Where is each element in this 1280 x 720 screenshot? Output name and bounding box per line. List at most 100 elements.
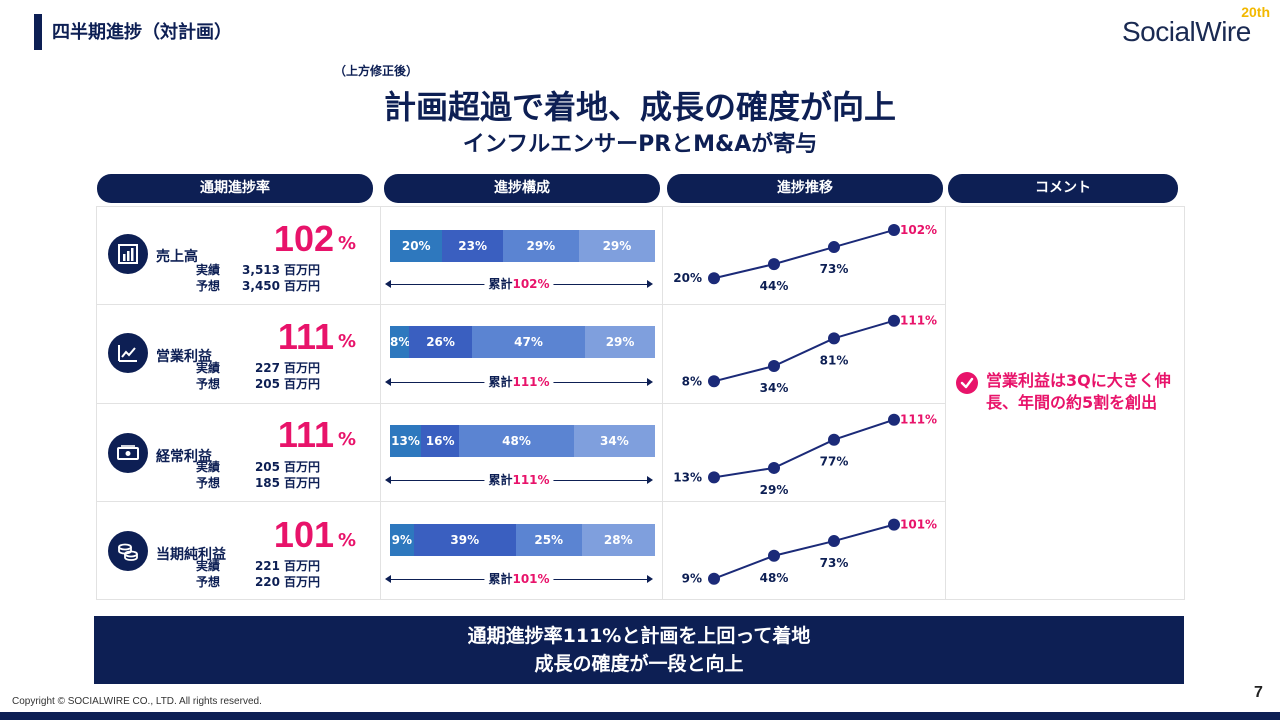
progress-rate-value: 102	[273, 218, 334, 259]
cumulative-indicator: 累計102%	[385, 276, 653, 292]
line-chart-icon	[108, 333, 148, 373]
stacked-segment: 26%	[409, 326, 472, 358]
trend-point	[828, 535, 840, 548]
progress-rate-unit: %	[338, 331, 357, 352]
column-header-comment: コメント	[948, 174, 1178, 203]
progress-rate-unit: %	[338, 233, 357, 254]
column-header-trend: 進捗推移	[667, 174, 943, 203]
trend-label: 48%	[760, 571, 789, 585]
stacked-segment: 25%	[515, 524, 582, 556]
stacked-segment: 29%	[578, 230, 655, 262]
trend-label: 73%	[820, 556, 849, 570]
amount-unit: 百万円	[284, 361, 321, 375]
forecast-line: 予想 220 百万円	[196, 573, 356, 590]
row-label: 当期純利益	[156, 547, 226, 563]
trend-label: 102%	[900, 223, 937, 237]
trend-label: 111%	[900, 413, 937, 427]
stacked-segment: 28%	[581, 524, 655, 556]
summary-banner: 通期進捗率111%と計画を上回って着地 成長の確度が一段と向上	[94, 616, 1184, 684]
stacked-bar: 8% 26% 47% 29%	[390, 326, 655, 358]
trend-point	[888, 224, 900, 236]
trend-point	[708, 272, 720, 285]
trend-label: 81%	[820, 353, 849, 367]
trend-label: 44%	[760, 279, 789, 293]
actual-value: 3,513	[242, 263, 280, 277]
stacked-segment: 48%	[459, 425, 574, 457]
trend-point	[768, 461, 780, 474]
amount-unit: 百万円	[284, 460, 321, 474]
stacked-segment: 23%	[442, 230, 503, 262]
trend-point	[828, 433, 840, 446]
grid-divider	[96, 403, 946, 404]
headline-note: （上方修正後）	[334, 64, 419, 78]
stacked-segment: 29%	[502, 230, 579, 262]
forecast-value: 205	[254, 377, 280, 391]
trend-line-chart: 13% 29% 77% 111%	[673, 413, 937, 497]
stacked-bar: 20% 23% 29% 29%	[390, 230, 655, 262]
forecast-line: 予想 185 百万円	[196, 474, 356, 491]
forecast-label: 予想	[196, 476, 221, 490]
footer-bar	[0, 712, 1280, 720]
trend-line	[713, 319, 895, 383]
actual-line: 実績 205 百万円	[196, 458, 356, 475]
trend-line	[713, 523, 895, 580]
money-icon	[108, 433, 148, 473]
grid-divider	[96, 501, 946, 502]
stacked-bar: 9% 39% 25% 28%	[390, 524, 655, 556]
actual-label: 実績	[196, 460, 221, 474]
forecast-label: 予想	[196, 575, 221, 589]
cumulative-indicator: 累計111%	[385, 374, 653, 390]
grid-divider	[96, 304, 946, 305]
trend-point	[768, 549, 780, 562]
actual-label: 実績	[196, 263, 221, 277]
forecast-value: 185	[254, 476, 280, 490]
column-header-composition: 進捗構成	[384, 174, 660, 203]
stacked-segment: 29%	[585, 326, 655, 358]
comment-text: 営業利益は3Qに大きく伸長、年間の約5割を創出	[986, 371, 1171, 412]
forecast-label: 予想	[196, 377, 221, 391]
actual-label: 実績	[196, 361, 221, 375]
trend-label: 34%	[760, 381, 789, 395]
actual-value: 227	[254, 361, 280, 375]
actual-line: 実績 3,513 百万円	[196, 261, 356, 278]
amount-unit: 百万円	[284, 377, 321, 391]
headline-title: 計画超過で着地、成長の確度が向上	[383, 88, 896, 126]
check-circle-icon	[956, 372, 978, 394]
cumulative-label: 累計102%	[484, 276, 554, 292]
progress-rate-value: 111	[277, 414, 334, 455]
logo-anniversary-badge: 20th	[1241, 4, 1270, 20]
stacked-segment: 47%	[471, 326, 586, 358]
trend-label: 9%	[682, 572, 702, 586]
stacked-segment: 39%	[413, 524, 516, 556]
coins-icon	[108, 531, 148, 571]
trend-label: 29%	[760, 483, 789, 497]
amount-unit: 百万円	[284, 263, 321, 277]
trend-point	[708, 471, 720, 484]
row-label: 経常利益	[156, 449, 212, 465]
trend-line	[713, 229, 895, 280]
stacked-segment: 13%	[390, 425, 422, 457]
trend-label: 101%	[900, 518, 937, 532]
trend-point	[828, 241, 840, 254]
section-accent-bar	[34, 14, 42, 50]
trend-point	[888, 413, 900, 426]
progress-rate-unit: %	[338, 429, 357, 450]
amount-unit: 百万円	[284, 279, 321, 293]
trend-label: 8%	[682, 374, 702, 388]
trend-point	[708, 572, 720, 585]
summary-line-2: 成長の確度が一段と向上	[534, 653, 744, 675]
row-label: 売上高	[156, 249, 198, 265]
trend-line-chart: 9% 48% 73% 101%	[682, 518, 937, 586]
trend-line-chart: 20% 44% 73% 102%	[673, 223, 937, 293]
cumulative-indicator: 累計111%	[385, 472, 653, 488]
stacked-segment: 8%	[390, 326, 410, 358]
trend-point	[768, 360, 780, 372]
trend-point	[888, 314, 900, 327]
cumulative-label: 累計101%	[484, 571, 554, 587]
stacked-segment: 34%	[573, 425, 655, 457]
progress-rate-value: 101	[273, 514, 334, 555]
forecast-value: 3,450	[242, 279, 280, 293]
summary-line-1: 通期進捗率111%と計画を上回って着地	[467, 625, 811, 647]
page-number: 7	[1254, 684, 1263, 701]
column-header-progress-rate: 通期進捗率	[97, 174, 373, 203]
